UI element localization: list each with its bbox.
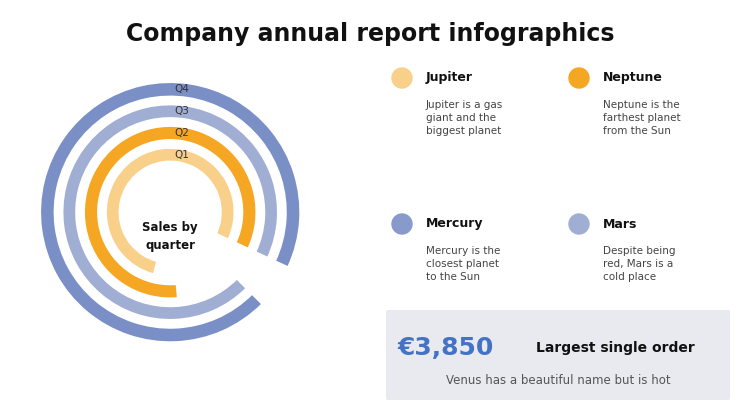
Wedge shape (63, 104, 278, 320)
Text: Mars: Mars (603, 218, 637, 230)
Wedge shape (84, 126, 256, 298)
Text: Venus has a beautiful name but is hot: Venus has a beautiful name but is hot (445, 374, 670, 387)
Text: Company annual report infographics: Company annual report infographics (126, 22, 614, 46)
Text: Mercury is the
closest planet
to the Sun: Mercury is the closest planet to the Sun (426, 246, 500, 282)
FancyBboxPatch shape (386, 310, 730, 400)
Circle shape (569, 68, 589, 88)
Text: Q2: Q2 (174, 128, 189, 138)
Circle shape (392, 214, 412, 234)
Circle shape (569, 214, 589, 234)
Circle shape (392, 68, 412, 88)
Text: €3,850: €3,850 (398, 336, 494, 360)
Text: Mercury: Mercury (426, 218, 483, 230)
Text: Largest single order: Largest single order (536, 341, 695, 355)
Text: Neptune: Neptune (603, 72, 663, 84)
Text: Jupiter is a gas
giant and the
biggest planet: Jupiter is a gas giant and the biggest p… (426, 100, 503, 136)
Wedge shape (40, 82, 300, 342)
Wedge shape (106, 148, 235, 274)
Text: Despite being
red, Mars is a
cold place: Despite being red, Mars is a cold place (603, 246, 676, 282)
Text: Neptune is the
farthest planet
from the Sun: Neptune is the farthest planet from the … (603, 100, 681, 136)
Text: Q1: Q1 (174, 150, 189, 160)
Text: Q4: Q4 (174, 84, 189, 94)
Text: Jupiter: Jupiter (426, 72, 473, 84)
Text: Q3: Q3 (174, 106, 189, 116)
Text: Sales by
quarter: Sales by quarter (142, 221, 198, 252)
